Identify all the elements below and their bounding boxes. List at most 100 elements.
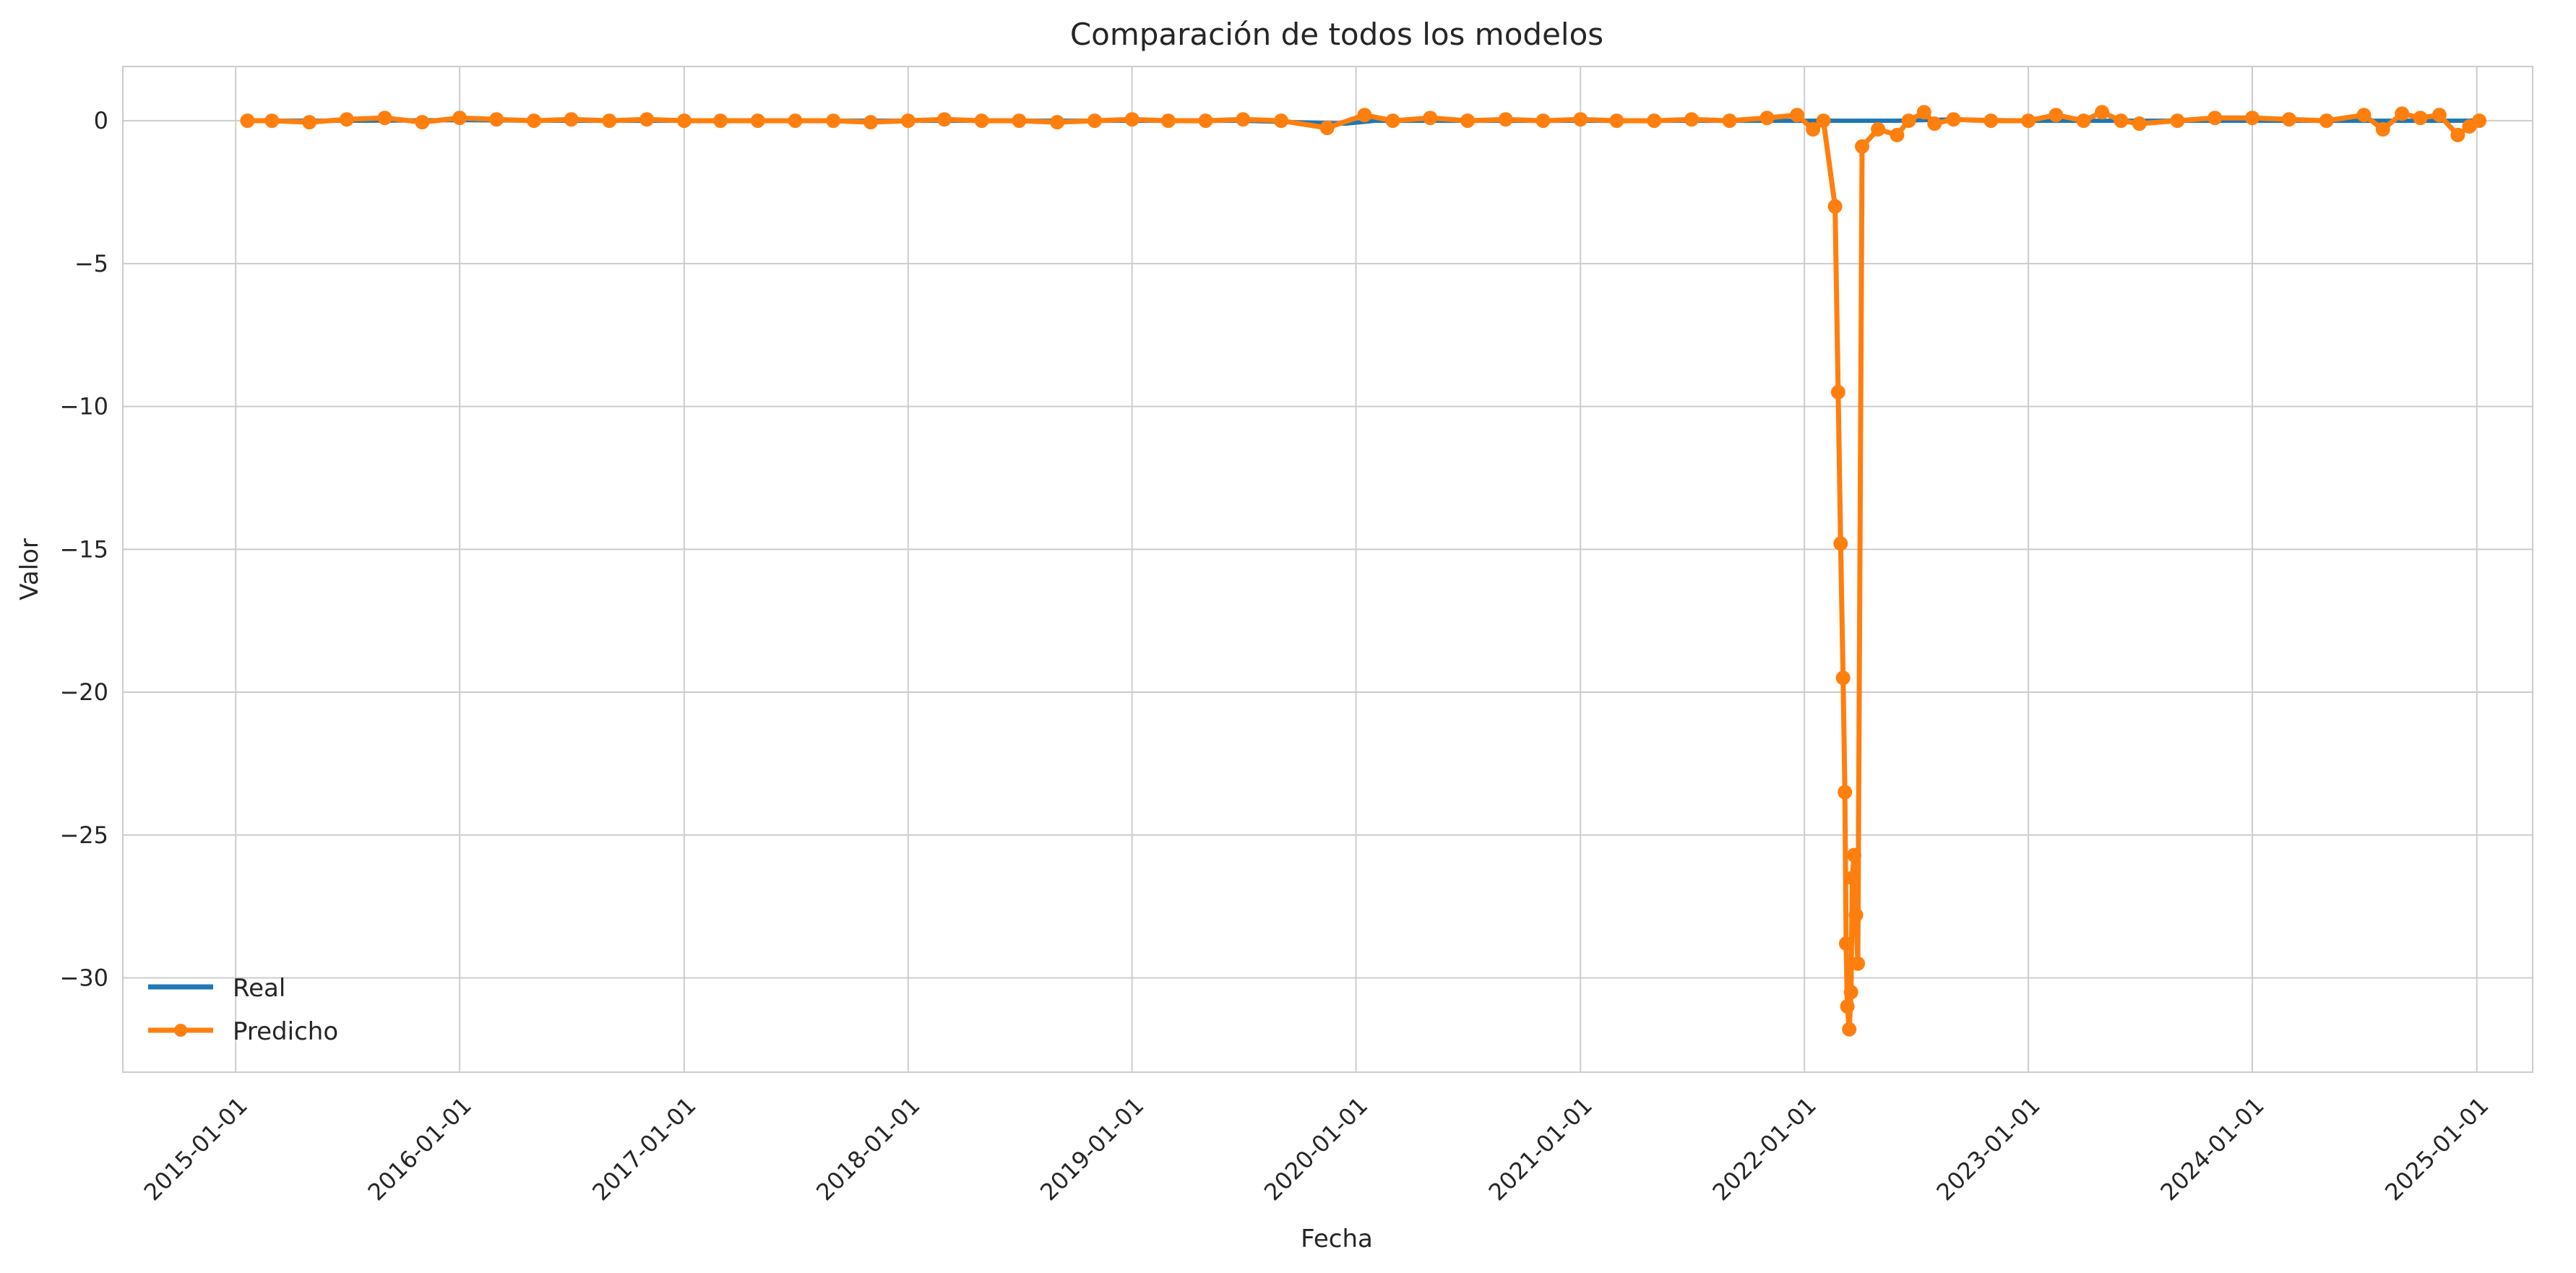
data-point-predicho	[302, 115, 317, 130]
data-point-predicho	[2413, 111, 2428, 126]
data-point-predicho	[2170, 113, 2185, 129]
y-tick-label: −20	[59, 678, 108, 706]
data-point-predicho	[377, 111, 392, 126]
y-tick-label: −10	[59, 393, 108, 420]
data-point-predicho	[1236, 112, 1251, 127]
data-point-predicho	[2395, 106, 2410, 121]
data-point-predicho	[1927, 116, 1942, 131]
data-point-predicho	[1160, 113, 1176, 129]
data-point-predicho	[1274, 113, 1288, 129]
data-point-predicho	[2319, 113, 2334, 129]
data-point-predicho	[1871, 122, 1886, 137]
legend-marker-predicho	[174, 1024, 187, 1037]
data-point-predicho	[974, 113, 989, 129]
data-point-predicho	[1830, 384, 1845, 400]
data-point-predicho	[526, 113, 541, 129]
data-point-predicho	[1855, 139, 1869, 154]
data-point-predicho	[240, 113, 255, 129]
data-point-predicho	[2095, 105, 2109, 120]
data-point-predicho	[900, 113, 916, 129]
data-point-predicho	[1833, 536, 1848, 551]
data-point-predicho	[1050, 115, 1065, 130]
data-point-predicho	[1838, 936, 1853, 951]
data-point-predicho	[639, 112, 655, 127]
x-axis-label: Fecha	[1301, 1225, 1373, 1253]
data-point-predicho	[750, 113, 765, 129]
y-axis-label: Valor	[15, 538, 44, 600]
data-point-predicho	[1460, 113, 1476, 129]
y-tick-label: −25	[59, 821, 108, 849]
data-point-predicho	[1848, 907, 1864, 923]
data-point-predicho	[2207, 111, 2223, 126]
data-point-predicho	[1759, 111, 1775, 126]
data-point-predicho	[489, 112, 504, 127]
chart-title: Comparación de todos los modelos	[1070, 17, 1603, 52]
data-point-predicho	[1838, 785, 1853, 800]
y-tick-label: 0	[94, 107, 108, 134]
data-point-predicho	[1319, 121, 1335, 135]
data-point-predicho	[2431, 108, 2447, 123]
legend-label-real: Real	[233, 974, 285, 1003]
data-point-predicho	[2472, 113, 2487, 129]
data-point-predicho	[1012, 113, 1027, 129]
data-point-predicho	[1535, 113, 1551, 129]
data-point-predicho	[936, 112, 952, 127]
data-point-predicho	[2021, 113, 2036, 129]
data-point-predicho	[1357, 108, 1372, 123]
data-point-predicho	[1840, 999, 1855, 1014]
data-point-predicho	[1385, 113, 1400, 129]
y-axis: 0 −5 −10 −15 −20 −25 −30	[59, 107, 108, 991]
data-point-predicho	[2356, 108, 2372, 123]
data-point-predicho	[2450, 127, 2465, 142]
legend-label-predicho: Predicho	[233, 1017, 338, 1046]
data-point-predicho	[1806, 122, 1821, 137]
data-point-predicho	[1847, 847, 1861, 863]
data-point-predicho	[2049, 108, 2064, 123]
data-point-predicho	[1609, 113, 1624, 129]
data-point-predicho	[1124, 112, 1140, 127]
data-point-predicho	[1790, 108, 1804, 123]
data-point-predicho	[1423, 111, 1438, 126]
data-point-predicho	[1842, 1022, 1857, 1037]
data-point-predicho	[1498, 112, 1513, 127]
data-point-predicho	[264, 113, 280, 129]
data-point-predicho	[1946, 112, 1961, 127]
data-point-predicho	[1983, 113, 1999, 129]
grid	[123, 66, 2533, 1072]
data-point-predicho	[863, 115, 878, 130]
data-point-predicho	[1198, 113, 1213, 129]
data-point-predicho	[1087, 113, 1102, 129]
data-point-predicho	[2245, 111, 2260, 126]
data-point-predicho	[1647, 113, 1662, 129]
data-point-predicho	[676, 113, 692, 129]
data-point-predicho	[415, 115, 430, 130]
data-point-predicho	[1835, 670, 1851, 686]
data-point-predicho	[713, 113, 728, 129]
plot-area	[122, 66, 2533, 1073]
y-tick-label: −15	[59, 535, 108, 563]
data-point-predicho	[2281, 112, 2296, 127]
data-point-predicho	[1890, 127, 1905, 142]
data-point-predicho	[1901, 113, 1916, 129]
plot-frame	[122, 66, 2533, 1073]
y-tick-label: −5	[74, 250, 108, 277]
data-point-predicho	[1851, 956, 1866, 971]
data-point-predicho	[788, 113, 803, 129]
data-point-predicho	[2375, 122, 2390, 137]
series-predicho	[240, 105, 2487, 1037]
data-point-predicho	[826, 113, 841, 129]
data-point-predicho	[2114, 113, 2129, 129]
data-point-predicho	[339, 112, 354, 127]
data-point-predicho	[1816, 113, 1831, 129]
data-point-predicho	[1684, 112, 1699, 127]
data-point-predicho	[564, 112, 579, 127]
data-point-predicho	[1827, 199, 1843, 214]
data-point-predicho	[1722, 113, 1737, 129]
data-point-predicho	[1916, 105, 1931, 120]
data-point-predicho	[2076, 113, 2091, 129]
data-point-predicho	[1573, 112, 1588, 127]
data-point-predicho	[452, 111, 468, 126]
data-point-predicho	[1843, 985, 1858, 1000]
legend: Real Predicho	[148, 974, 338, 1046]
